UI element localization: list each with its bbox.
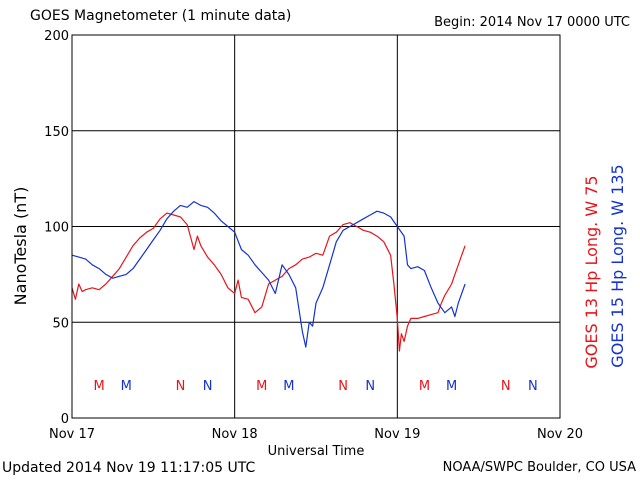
x-axis-ticks: Nov 17 Nov 18 Nov 19 Nov 20 <box>49 427 583 442</box>
begin-date: Begin: 2014 Nov 17 0000 UTC <box>434 15 630 30</box>
plot-frame <box>71 34 561 419</box>
series-line-goes15 <box>71 201 466 348</box>
x-tick-label-nov-17: Nov 17 <box>49 427 95 442</box>
legend-goes13: GOES 13 Hp Long. W 75 <box>582 175 601 368</box>
annotation-m-8: M <box>419 379 430 394</box>
annotation-m-4: M <box>256 379 267 394</box>
plot-border <box>71 34 561 419</box>
legend-goes15: GOES 15 Hp Long. W 135 <box>608 164 627 367</box>
y-axis-ticks: 0 50 100 150 200 <box>44 29 69 427</box>
y-tick-label-150: 150 <box>44 125 69 140</box>
axis-labels: NanoTesla (nT) Universal Time GOES 13 Hp… <box>11 164 627 459</box>
annotation-n-10: N <box>501 379 511 394</box>
x-tick-label-nov-18: Nov 18 <box>212 427 258 442</box>
credit-text: NOAA/SWPC Boulder, CO USA <box>442 460 636 475</box>
y-axis-label: NanoTesla (nT) <box>11 187 30 306</box>
annotation-n-11: N <box>528 379 538 394</box>
series-lines <box>71 201 466 352</box>
x-tick-label-nov-20: Nov 20 <box>537 427 583 442</box>
y-tick-label-50: 50 <box>52 316 69 331</box>
annotation-m-1: M <box>121 379 132 394</box>
annotation-m-0: M <box>94 379 105 394</box>
grid <box>72 35 560 418</box>
annotation-n-3: N <box>203 379 213 394</box>
y-tick-label-200: 200 <box>44 29 69 44</box>
annotation-n-6: N <box>338 379 348 394</box>
annotation-m-9: M <box>446 379 457 394</box>
annotation-m-5: M <box>283 379 294 394</box>
chart-title: GOES Magnetometer (1 minute data) <box>30 8 292 24</box>
updated-timestamp: Updated 2014 Nov 19 11:17:05 UTC <box>2 460 256 476</box>
x-axis-label: Universal Time <box>268 444 365 459</box>
annotation-n-7: N <box>365 379 375 394</box>
y-tick-label-0: 0 <box>61 412 69 427</box>
y-tick-label-100: 100 <box>44 221 69 236</box>
annotation-n-2: N <box>176 379 186 394</box>
series-line-goes13 <box>71 212 466 352</box>
x-tick-label-nov-19: Nov 19 <box>374 427 420 442</box>
